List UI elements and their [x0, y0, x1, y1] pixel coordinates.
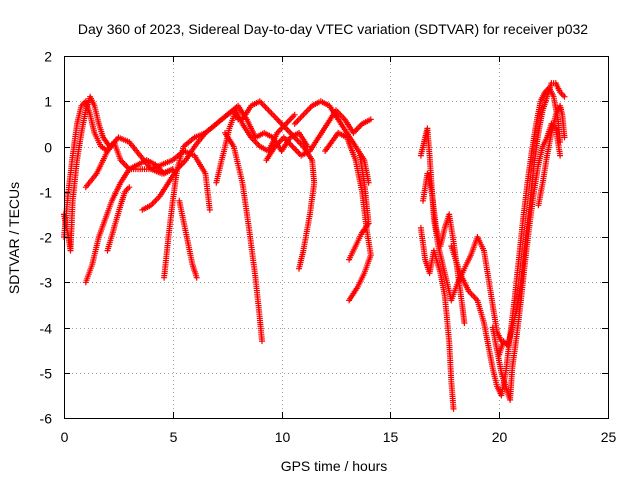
series-track-10 — [222, 129, 265, 345]
data-layer — [61, 80, 568, 412]
grid-layer — [64, 56, 608, 418]
x-tick-label: 5 — [170, 429, 178, 445]
data-point — [296, 265, 302, 272]
y-tick-label: -3 — [40, 275, 53, 291]
data-point — [367, 116, 374, 123]
y-tick-label: -4 — [40, 321, 53, 337]
series-track-1 — [61, 93, 113, 254]
data-point — [450, 405, 457, 412]
series-track-2 — [61, 98, 176, 240]
data-point — [126, 184, 133, 191]
series-track-5 — [104, 184, 133, 254]
series-track-22 — [535, 102, 568, 209]
x-tick-label: 15 — [383, 429, 399, 445]
data-point — [561, 93, 568, 100]
data-point — [461, 320, 468, 326]
series-track-4 — [82, 134, 213, 213]
chart-title: Day 360 of 2023, Sidereal Day-to-day VTE… — [78, 21, 588, 37]
series-track-15 — [346, 152, 372, 263]
y-tick-label: -2 — [40, 230, 53, 246]
series-track-17 — [420, 170, 468, 326]
series-track-8 — [176, 197, 200, 281]
series-track-11 — [239, 98, 318, 272]
x-tick-label: 0 — [61, 429, 69, 445]
data-point — [557, 152, 564, 159]
series-track-13 — [291, 98, 372, 186]
series-track-18 — [417, 224, 457, 412]
y-tick-label: 1 — [44, 94, 52, 110]
x-tick-label: 10 — [275, 429, 291, 445]
y-tick-label: -6 — [40, 411, 53, 427]
y-tick-label: 0 — [44, 140, 52, 156]
series-track-20 — [489, 120, 564, 403]
series-track-6 — [139, 107, 242, 213]
x-axis-label: GPS time / hours — [281, 458, 388, 474]
data-point — [193, 274, 200, 281]
y-tick-label: -1 — [40, 185, 53, 201]
data-point — [346, 297, 353, 304]
series-track-12 — [263, 107, 374, 164]
series-track-21 — [496, 80, 568, 358]
series-track-16 — [417, 125, 505, 345]
x-tick-label: 20 — [492, 429, 508, 445]
data-point — [206, 206, 213, 213]
data-point — [356, 152, 363, 159]
data-point — [561, 134, 568, 141]
data-point — [259, 338, 265, 345]
data-point — [291, 111, 298, 118]
y-axis-label: SDTVAR / TECUs — [6, 182, 22, 294]
x-tick-label: 25 — [601, 429, 617, 445]
series-track-19 — [448, 84, 564, 399]
y-tick-label: -5 — [40, 366, 53, 382]
y-tick-label: 2 — [44, 49, 52, 65]
